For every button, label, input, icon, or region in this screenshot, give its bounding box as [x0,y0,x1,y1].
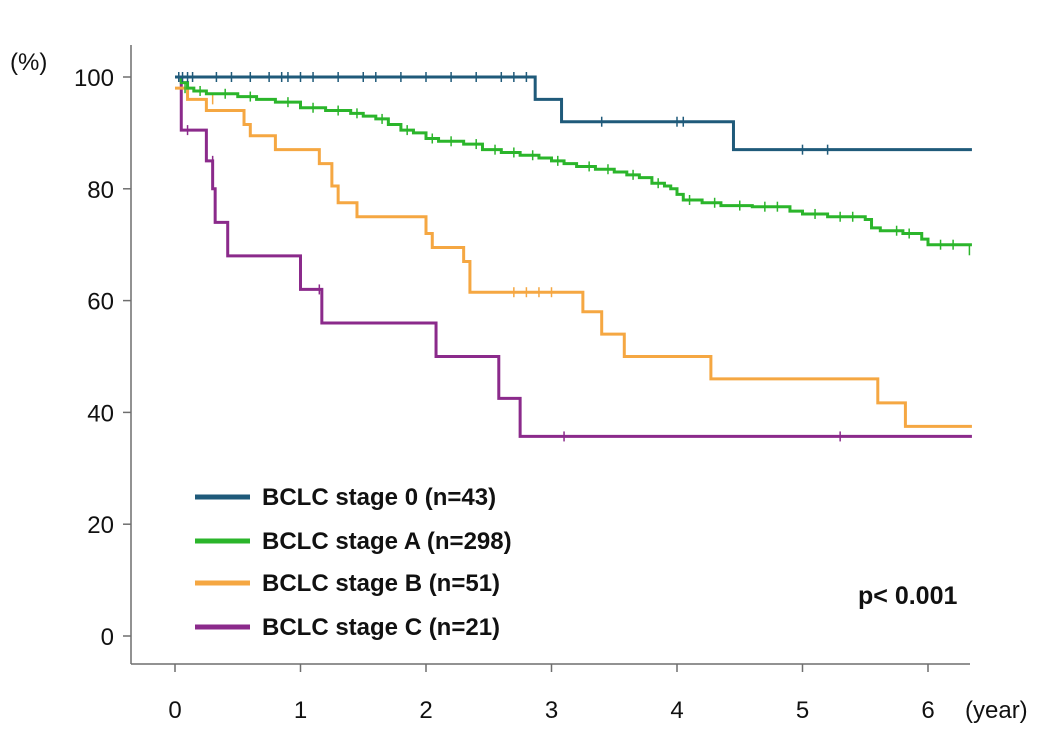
y-tick-label: 100 [74,65,114,92]
y-tick-label: 60 [87,289,114,316]
x-tick-label: 3 [545,697,558,724]
y-tick-label: 0 [101,624,114,651]
x-tick-group: 0 1 2 3 4 5 6 [168,664,935,724]
x-tick-label: 2 [419,697,432,724]
legend-label: BCLC stage C (n=21) [262,614,500,641]
y-axis-unit-label: (%) [10,49,47,76]
legend: BCLC stage 0 (n=43) BCLC stage A (n=298) B… [195,484,512,641]
x-tick-label: 0 [168,697,181,724]
legend-label: BCLC stage A (n=298) [262,528,512,555]
series-group [175,72,972,442]
y-tick-label: 40 [87,400,114,427]
series-group-2 [175,86,972,428]
axes-group [130,45,970,665]
x-axis-unit-label: (year) [965,697,1028,724]
x-tick-label: 1 [294,697,307,724]
series-group-1 [175,75,972,256]
series-group-3 [175,75,972,442]
km-curve-line [175,75,972,438]
y-tick-group: 0 20 40 60 80 100 [74,65,131,651]
x-tick-label: 6 [921,697,934,724]
p-value-annotation: p< 0.001 [858,582,957,610]
km-curve-line [175,75,972,152]
y-tick-label: 20 [87,512,114,539]
series-group-0 [175,72,972,155]
x-tick-label: 4 [670,697,683,724]
x-tick-label: 5 [796,697,809,724]
legend-label: BCLC stage 0 (n=43) [262,484,496,511]
legend-label: BCLC stage B (n=51) [262,570,500,597]
km-curve-line [175,86,972,428]
y-tick-label: 80 [87,177,114,204]
